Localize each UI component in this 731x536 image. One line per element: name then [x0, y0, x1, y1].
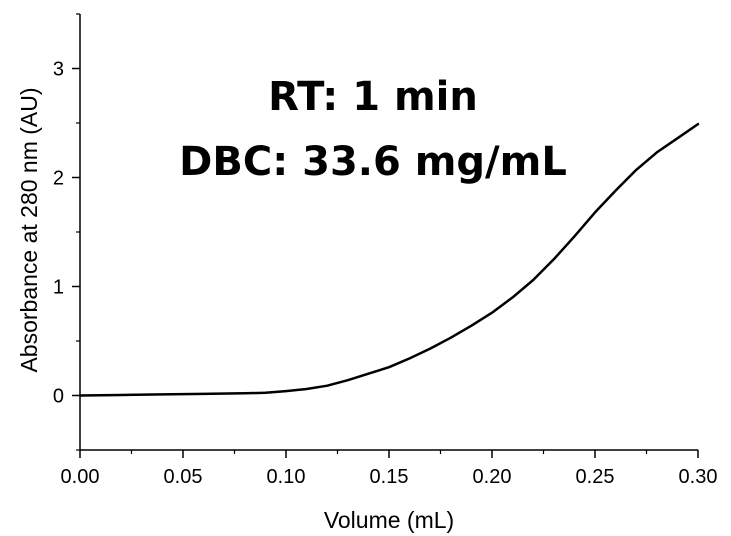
y-tick-label: 1 — [53, 277, 64, 299]
x-axis-title: Volume (mL) — [324, 507, 454, 533]
x-tick-label: 0.00 — [61, 466, 100, 488]
series-line-0 — [78, 122, 700, 397]
x-tick-label: 0.20 — [473, 466, 512, 488]
x-tick-label: 0.10 — [267, 466, 306, 488]
y-axis-title: Absorbance at 280 nm (AU) — [16, 87, 42, 372]
x-tick-label: 0.05 — [164, 466, 203, 488]
x-tick-label: 0.30 — [679, 466, 718, 488]
x-axis: 0.00 0.05 0.10 0.15 0.20 0.25 0.30 — [61, 450, 718, 488]
y-tick-label: 2 — [53, 168, 64, 190]
x-tick-label: 0.25 — [576, 466, 615, 488]
x-tick-label: 0.15 — [370, 466, 409, 488]
y-axis: 0 1 2 3 — [53, 13, 80, 451]
y-tick-label: 3 — [53, 59, 64, 81]
annotation-retention-time: RT: 1 min — [268, 74, 478, 120]
annotation-dbc: DBC: 33.6 mg/mL — [179, 139, 567, 185]
series-layer — [78, 122, 700, 397]
y-tick-label: 0 — [53, 386, 64, 408]
